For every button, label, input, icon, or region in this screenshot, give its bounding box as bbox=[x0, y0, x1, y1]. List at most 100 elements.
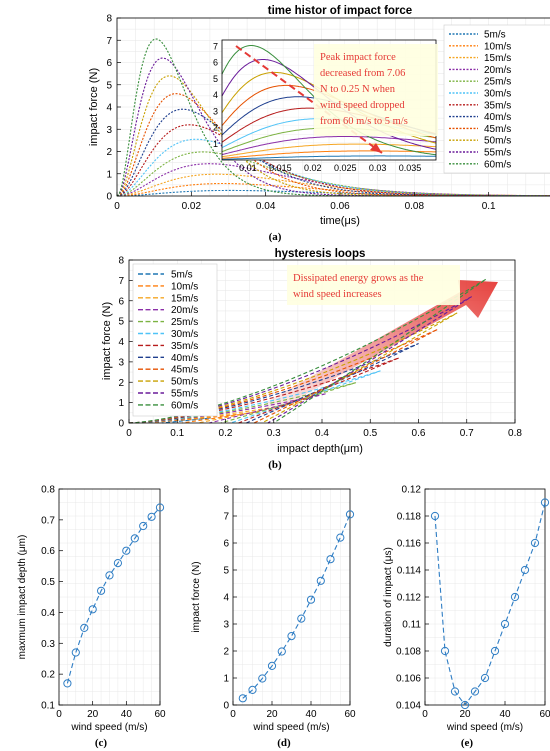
panel-c-max-depth: 0 20 40 60 0.1 0.2 0.3 0.4 0.5 0.6 0.7 0.8 wind spee… bbox=[17, 485, 166, 734]
inset-series-line-5m/s bbox=[222, 155, 436, 160]
legend-label: 15m/s bbox=[171, 293, 198, 304]
panel-a-callout-line-4: wind speed dropped bbox=[320, 100, 405, 111]
y-tick-label: 3 bbox=[223, 620, 229, 631]
data-point bbox=[267, 661, 277, 671]
x-tick-label: 0.7 bbox=[460, 428, 474, 439]
data-point bbox=[326, 555, 335, 564]
y-tick-label: 0.7 bbox=[41, 515, 55, 526]
y-tick-label: 0.104 bbox=[396, 701, 421, 712]
data-point bbox=[139, 521, 148, 531]
series-loop-40m/s bbox=[128, 342, 419, 424]
data-line bbox=[66, 507, 161, 684]
legend-label: 45m/s bbox=[484, 124, 511, 135]
data-point bbox=[460, 700, 470, 710]
inset-series-line-10m/s bbox=[221, 150, 436, 159]
y-tick-label: 4 bbox=[118, 337, 124, 348]
y-tick-label: 7 bbox=[118, 276, 124, 287]
panel-b-title: hysteresis loops bbox=[275, 248, 366, 260]
panel-d-caption: (d) bbox=[277, 737, 291, 749]
x-tick-label: 40 bbox=[121, 709, 133, 720]
data-point bbox=[238, 694, 247, 703]
y-tick-label: 8 bbox=[223, 485, 229, 496]
panel-b-caption: (b) bbox=[268, 459, 282, 471]
y-tick-label: 5 bbox=[106, 80, 112, 91]
x-tick-label: 0 bbox=[114, 201, 120, 212]
data-point bbox=[520, 565, 530, 575]
panel-e-caption: (e) bbox=[461, 737, 474, 749]
panel-b-legend bbox=[132, 263, 218, 417]
data-point bbox=[480, 673, 490, 683]
legend-label: 5m/s bbox=[484, 30, 506, 41]
legend-label: 20m/s bbox=[171, 305, 198, 316]
y-tick-label: 7 bbox=[223, 512, 229, 523]
legend-label: 55m/s bbox=[484, 148, 511, 159]
panel-b-ylabel: impact force (N) bbox=[101, 302, 113, 380]
plot-frame bbox=[58, 488, 161, 706]
y-tick-label: 0 bbox=[106, 192, 112, 203]
series-line-35m/s bbox=[116, 124, 550, 197]
panel-b-callout-box bbox=[287, 265, 460, 305]
x-tick-label: 60 bbox=[344, 709, 356, 720]
x-tick-label: 0.3 bbox=[267, 428, 281, 439]
x-tick-label: 0.06 bbox=[330, 201, 350, 212]
data-point bbox=[122, 546, 131, 555]
y-tick-label: 0.8 bbox=[41, 485, 55, 496]
data-point bbox=[155, 503, 165, 512]
panel-a-callout-box bbox=[314, 44, 438, 136]
x-tick-label: 0.2 bbox=[219, 428, 233, 439]
x-tick-label: 20 bbox=[459, 709, 471, 720]
y-tick-label: 0.116 bbox=[397, 539, 422, 550]
series-loop-45m/s bbox=[128, 328, 439, 424]
data-point bbox=[490, 646, 500, 656]
data-point bbox=[430, 511, 440, 521]
inset-x-tick-label: 0.02 bbox=[304, 163, 322, 173]
y-tick-label: 0.3 bbox=[41, 639, 55, 650]
data-point bbox=[306, 595, 316, 604]
panel-a-callout-line-3: N to 0.25 N when bbox=[320, 84, 396, 95]
data-point bbox=[287, 632, 296, 641]
inset-trend-arrow bbox=[235, 45, 383, 154]
y-tick-label: 0.2 bbox=[41, 670, 55, 681]
panel-a-xlabel: time(μs) bbox=[320, 215, 360, 227]
data-point bbox=[105, 571, 114, 580]
legend-label: 30m/s bbox=[484, 89, 511, 100]
legend-label: 5m/s bbox=[171, 270, 193, 281]
y-tick-label: 0 bbox=[223, 701, 229, 712]
data-point bbox=[540, 498, 550, 507]
y-tick-label: 4 bbox=[223, 593, 229, 604]
series-loop-15m/s bbox=[129, 402, 299, 424]
x-tick-label: 0.6 bbox=[412, 428, 426, 439]
panel-a-caption: (a) bbox=[269, 231, 282, 243]
data-point bbox=[470, 687, 480, 696]
inset-y-tick-label: 7 bbox=[213, 41, 218, 51]
y-axis-label: duration of impact (μs) bbox=[383, 547, 394, 647]
x-tick-label: 0 bbox=[126, 428, 132, 439]
x-tick-label: 0.5 bbox=[363, 428, 377, 439]
data-point bbox=[147, 512, 156, 521]
data-point bbox=[130, 534, 139, 543]
y-tick-label: 5 bbox=[118, 317, 124, 328]
legend-label: 60m/s bbox=[484, 159, 511, 170]
series-loop-55m/s bbox=[128, 296, 472, 424]
data-point bbox=[80, 623, 89, 633]
panel-a-title: time histor of impact force bbox=[268, 5, 412, 17]
y-tick-label: 0.11 bbox=[402, 620, 421, 631]
panel-a-callout-line-5: from 60 m/s to 5 m/s bbox=[320, 116, 408, 127]
data-point bbox=[277, 647, 286, 656]
y-tick-label: 8 bbox=[118, 256, 124, 267]
panel-b-curves bbox=[128, 278, 487, 424]
legend-label: 60m/s bbox=[171, 400, 198, 411]
data-point bbox=[530, 538, 540, 548]
legend-label: 25m/s bbox=[484, 77, 511, 88]
inset-series-line-15m/s bbox=[221, 143, 437, 158]
series-line-10m/s bbox=[117, 182, 550, 197]
panel-a-callout-line-2: decreased from 7.06 bbox=[320, 68, 405, 79]
y-tick-label: 6 bbox=[118, 296, 124, 307]
x-tick-label: 0.02 bbox=[182, 201, 202, 212]
inset-y-tick-label: 3 bbox=[213, 106, 218, 116]
data-line bbox=[434, 502, 546, 706]
legend-label: 40m/s bbox=[484, 112, 511, 123]
data-point bbox=[258, 674, 267, 683]
data-point bbox=[88, 605, 97, 614]
data-line bbox=[242, 514, 351, 699]
